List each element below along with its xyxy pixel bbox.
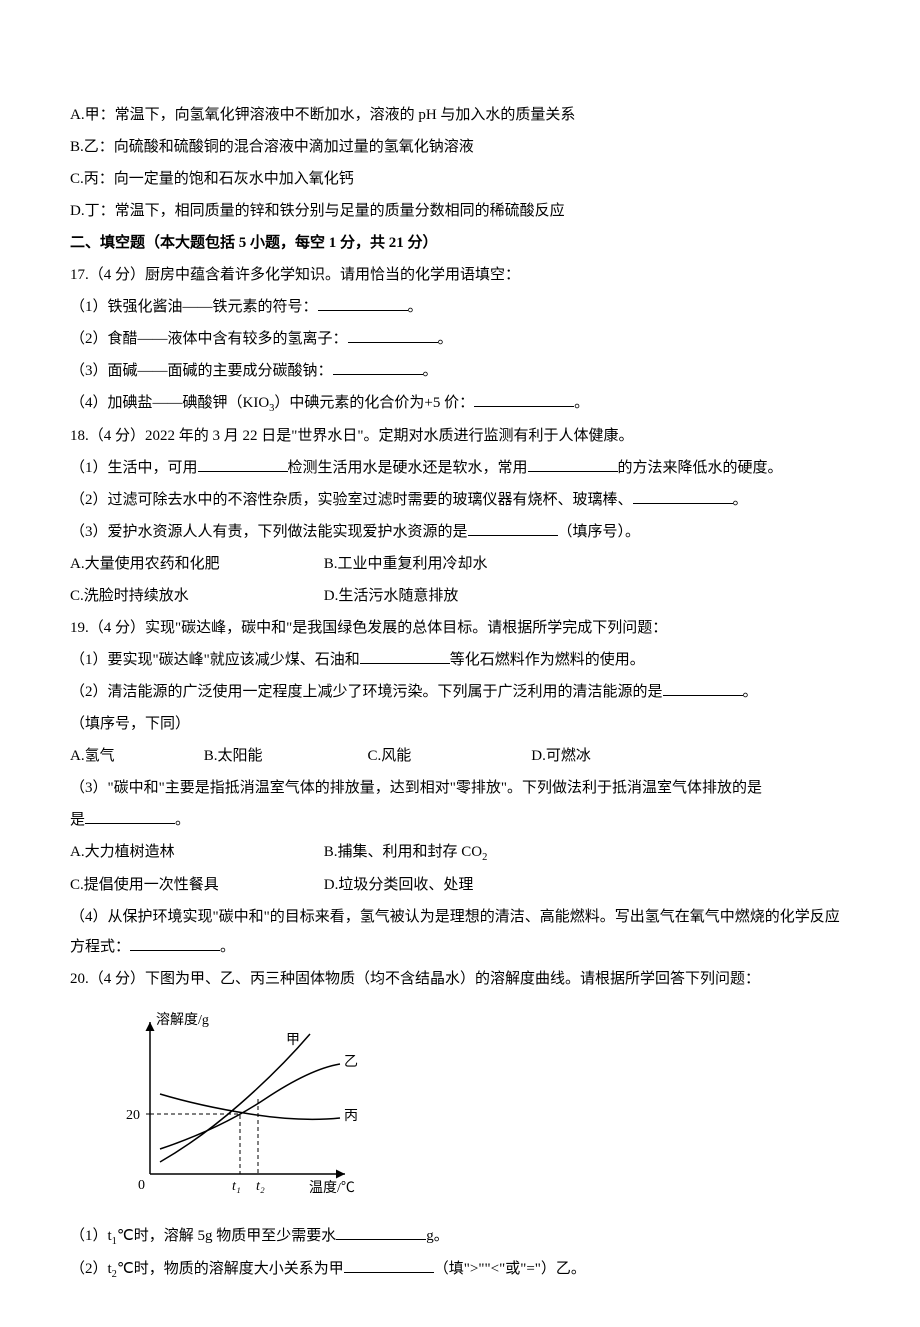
svg-text:t₂: t₂: [256, 1179, 265, 1194]
q20-p1: （1）t1℃时，溶解 5g 物质甲至少需要水g。: [70, 1221, 850, 1252]
q19-p4: （4）从保护环境实现"碳中和"的目标来看，氢气被认为是理想的清洁、高能燃料。写出…: [70, 902, 850, 962]
q17-p3: （3）面碱——面碱的主要成分碳酸钠： 。: [70, 356, 850, 386]
q19-p2-blank: [663, 678, 743, 696]
period: 。: [733, 492, 748, 508]
q17-p1: （1）铁强化酱油——铁元素的符号： 。: [70, 292, 850, 322]
q17-stem: 17.（4 分）厨房中蕴含着许多化学知识。请用恰当的化学用语填空：: [70, 260, 850, 290]
q17-p4b: ）中碘元素的化合价为+5 价：: [274, 395, 474, 411]
q19-p3-blank-line: 是。: [70, 805, 850, 835]
q19-opt2-b-sub: 2: [482, 852, 487, 863]
svg-text:丙: 丙: [344, 1109, 358, 1124]
period: 。: [175, 812, 190, 828]
q19-opt-d: D.可燃冰: [531, 741, 701, 771]
q19-p3-blank: [85, 806, 175, 824]
q19-p1: （1）要实现"碳达峰"就应该减少煤、石油和 等化石燃料作为燃料的使用。: [70, 645, 850, 675]
solubility-chart: 溶解度/g 温度/℃ 0 20 t₁ t₂ 甲乙丙: [100, 1004, 850, 1215]
svg-text:温度/℃: 温度/℃: [309, 1180, 355, 1196]
q19-opt2-d: D.垃圾分类回收、处理: [324, 870, 574, 900]
q19-stem: 19.（4 分）实现"碳达峰，碳中和"是我国绿色发展的总体目标。请根据所学完成下…: [70, 613, 850, 643]
q17-p4-blank: [474, 389, 574, 407]
q18-stem: 18.（4 分）2022 年的 3 月 22 日是"世界水日"。定期对水质进行监…: [70, 421, 850, 451]
period: 。: [423, 363, 438, 379]
q17-p4a: （4）加碘盐——碘酸钾（KIO: [70, 395, 269, 411]
q19-p2-note: （填序号，下同）: [70, 709, 850, 739]
q18-options-row1: A.大量使用农药和化肥 B.工业中重复利用冷却水: [70, 549, 850, 579]
q17-p3-text: （3）面碱——面碱的主要成分碳酸钠：: [70, 363, 333, 379]
q19-p1b: 等化石燃料作为燃料的使用。: [450, 652, 645, 668]
section-2-title: 二、填空题（本大题包括 5 小题，每空 1 分，共 21 分）: [70, 228, 850, 258]
q18-opt-a: A.大量使用农药和化肥: [70, 549, 320, 579]
q19-options2-row2: C.提倡使用一次性餐具 D.垃圾分类回收、处理: [70, 870, 850, 900]
period: 。: [743, 684, 758, 700]
q16-option-c: C.丙：向一定量的饱和石灰水中加入氧化钙: [70, 164, 850, 194]
q17-p2-text: （2）食醋——液体中含有较多的氢离子：: [70, 331, 348, 347]
q16-option-b: B.乙：向硫酸和硫酸铜的混合溶液中滴加过量的氢氧化钠溶液: [70, 132, 850, 162]
q20-p1c: g。: [426, 1228, 449, 1244]
q18-p1-blank2: [528, 454, 618, 472]
q16-option-a: A.甲：常温下，向氢氧化钾溶液中不断加水，溶液的 pH 与加入水的质量关系: [70, 100, 850, 130]
q20-p2: （2）t2℃时，物质的溶解度大小关系为甲（填">""<"或"="）乙。: [70, 1254, 850, 1285]
q18-p2a: （2）过滤可除去水中的不溶性杂质，实验室过滤时需要的玻璃仪器有烧杯、玻璃棒、: [70, 492, 633, 508]
q18-options-row2: C.洗脸时持续放水 D.生活污水随意排放: [70, 581, 850, 611]
q17-p1-blank: [318, 293, 408, 311]
q19-p2a: （2）清洁能源的广泛使用一定程度上减少了环境污染。下列属于广泛利用的清洁能源的是: [70, 684, 663, 700]
svg-text:甲: 甲: [286, 1033, 300, 1048]
q17-p2-blank: [348, 325, 438, 343]
q19-opt2-a: A.大力植树造林: [70, 837, 320, 867]
q18-opt-b: B.工业中重复利用冷却水: [324, 549, 574, 579]
q17-p2: （2）食醋——液体中含有较多的氢离子： 。: [70, 324, 850, 354]
q20-p2c: （填">""<"或"="）乙。: [434, 1261, 586, 1277]
q19-opt2-c: C.提倡使用一次性餐具: [70, 870, 320, 900]
q18-p1-blank1: [198, 454, 288, 472]
q19-opt2-b: B.捕集、利用和封存 CO2: [324, 837, 574, 868]
svg-text:0: 0: [138, 1178, 145, 1193]
period: 。: [408, 299, 423, 315]
svg-text:20: 20: [126, 1108, 140, 1123]
q18-p2: （2）过滤可除去水中的不溶性杂质，实验室过滤时需要的玻璃仪器有烧杯、玻璃棒、 。: [70, 485, 850, 515]
q18-p1: （1）生活中，可用 检测生活用水是硬水还是软水，常用 的方法来降低水的硬度。: [70, 453, 850, 483]
svg-text:溶解度/g: 溶解度/g: [156, 1012, 209, 1028]
q18-p3b: （填序号）。: [558, 524, 641, 540]
q17-p4: （4）加碘盐——碘酸钾（KIO3）中碘元素的化合价为+5 价：。: [70, 388, 850, 419]
q20-p2-blank: [344, 1255, 434, 1273]
q19-opt-a: A.氢气: [70, 741, 200, 771]
q19-p2: （2）清洁能源的广泛使用一定程度上减少了环境污染。下列属于广泛利用的清洁能源的是…: [70, 677, 850, 707]
q20-p2b: ℃时，物质的溶解度大小关系为甲: [117, 1261, 344, 1277]
solubility-chart-svg: 溶解度/g 温度/℃ 0 20 t₁ t₂ 甲乙丙: [100, 1004, 360, 1204]
q18-opt-c: C.洗脸时持续放水: [70, 581, 320, 611]
q19-options2-row1: A.大力植树造林 B.捕集、利用和封存 CO2: [70, 837, 850, 868]
q19-p3a: （3）"碳中和"主要是指抵消温室气体的排放量，达到相对"零排放"。下列做法利于抵…: [70, 780, 762, 796]
q20-stem: 20.（4 分）下图为甲、乙、丙三种固体物质（均不含结晶水）的溶解度曲线。请根据…: [70, 964, 850, 994]
q20-p1a: （1）t: [70, 1228, 112, 1244]
period: 。: [220, 939, 235, 955]
q19-p1a: （1）要实现"碳达峰"就应该减少煤、石油和: [70, 652, 360, 668]
q18-p3-blank: [468, 518, 558, 536]
q18-p3: （3）爱护水资源人人有责，下列做法能实现爱护水资源的是 （填序号）。: [70, 517, 850, 547]
period: 。: [574, 395, 589, 411]
q19-opt-c: C.风能: [368, 741, 528, 771]
q18-opt-d: D.生活污水随意排放: [324, 581, 574, 611]
q20-p2a: （2）t: [70, 1261, 112, 1277]
q17-p1-text: （1）铁强化酱油——铁元素的符号：: [70, 299, 318, 315]
q20-p1b: ℃时，溶解 5g 物质甲至少需要水: [117, 1228, 336, 1244]
q18-p2-blank: [633, 486, 733, 504]
q18-p1b: 检测生活用水是硬水还是软水，常用: [288, 460, 528, 476]
svg-text:t₁: t₁: [232, 1179, 241, 1194]
q18-p1c: 的方法来降低水的硬度。: [618, 460, 783, 476]
q19-p3: （3）"碳中和"主要是指抵消温室气体的排放量，达到相对"零排放"。下列做法利于抵…: [70, 773, 850, 803]
q19-opt2-b-text: B.捕集、利用和封存 CO: [324, 844, 482, 860]
q19-p1-blank: [360, 646, 450, 664]
q16-option-d: D.丁：常温下，相同质量的锌和铁分别与足量的质量分数相同的稀硫酸反应: [70, 196, 850, 226]
svg-text:乙: 乙: [344, 1054, 358, 1070]
q19-options1: A.氢气 B.太阳能 C.风能 D.可燃冰: [70, 741, 850, 771]
q19-p4-blank: [130, 933, 220, 951]
q17-p3-blank: [333, 357, 423, 375]
q19-opt-b: B.太阳能: [204, 741, 364, 771]
q20-p1-blank: [336, 1222, 426, 1240]
q18-p3a: （3）爱护水资源人人有责，下列做法能实现爱护水资源的是: [70, 524, 468, 540]
period: 。: [438, 331, 453, 347]
q18-p1a: （1）生活中，可用: [70, 460, 198, 476]
